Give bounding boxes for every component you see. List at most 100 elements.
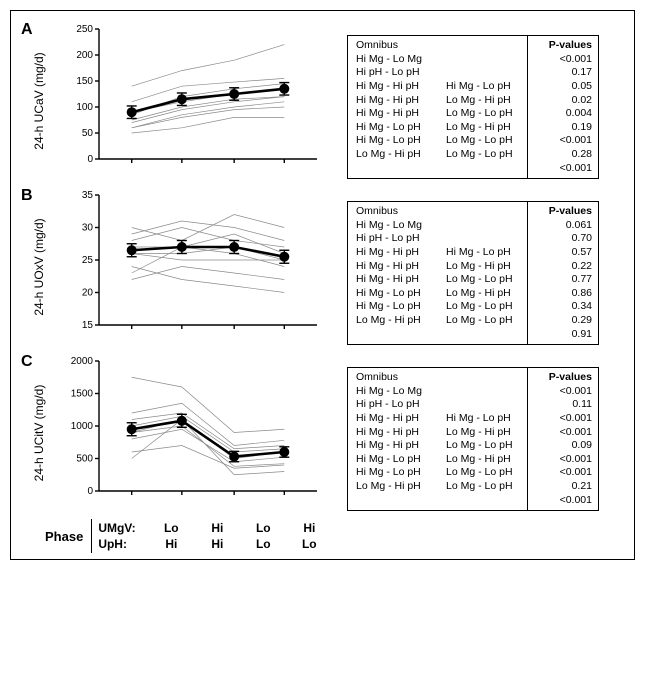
- pv-c1: Hi pH - Lo pH: [356, 398, 446, 412]
- subject-line: [132, 254, 285, 261]
- mean-marker: [177, 416, 187, 426]
- mean-marker: [127, 245, 137, 255]
- panel-label: A: [21, 21, 45, 39]
- mean-line: [132, 421, 285, 457]
- ytick-label: 25: [82, 255, 94, 266]
- pv-c2: Lo Mg - Lo pH: [446, 314, 513, 328]
- pv-val: 0.004: [534, 107, 592, 121]
- pv-c1: Hi pH - Lo pH: [356, 232, 446, 246]
- mean-marker: [229, 452, 239, 462]
- pv-val: 0.061: [534, 219, 592, 233]
- pv-c1: Hi Mg - Hi pH: [356, 107, 446, 121]
- chart-wrap: 24-h UCaV (mg/d) 050100150200250: [45, 21, 335, 181]
- pv-c1: Omnibus: [356, 205, 446, 219]
- pv-c1: Hi Mg - Lo pH: [356, 466, 446, 480]
- pv-c1: Hi Mg - Lo Mg: [356, 53, 446, 67]
- ytick-label: 0: [87, 154, 93, 165]
- pv-c2: Hi Mg - Lo pH: [446, 80, 511, 94]
- pv-c2: Lo Mg - Lo pH: [446, 107, 513, 121]
- pv-c1: Hi Mg - Hi pH: [356, 246, 446, 260]
- phase-row-label-uph: UpH:: [98, 537, 148, 551]
- panel-label: B: [21, 187, 45, 205]
- ytick-label: 15: [82, 320, 94, 331]
- subject-line: [132, 221, 285, 241]
- table-wrap: OmnibusHi Mg - Lo MgHi pH - Lo pHHi Mg -…: [347, 201, 599, 345]
- pv-c2: Lo Mg - Lo pH: [446, 466, 513, 480]
- panel-label: C: [21, 353, 45, 371]
- ytick-label: 0: [87, 486, 93, 497]
- ytick-label: 35: [82, 190, 94, 201]
- ytick-label: 200: [76, 50, 93, 61]
- pv-c1: Hi Mg - Hi pH: [356, 412, 446, 426]
- ytick-label: 1000: [71, 421, 94, 432]
- mean-marker: [279, 252, 289, 262]
- pv-c2: Lo Mg - Hi pH: [446, 287, 511, 301]
- pv-c1: Hi Mg - Lo pH: [356, 300, 446, 314]
- mean-line: [132, 89, 285, 112]
- pv-val: 0.19: [534, 121, 592, 135]
- ytick-label: 1500: [71, 389, 94, 400]
- pv-c1: Lo Mg - Hi pH: [356, 314, 446, 328]
- pv-val: 0.09: [534, 439, 592, 453]
- y-axis-label: 24-h UOxV (mg/d): [32, 218, 46, 315]
- pv-header: P-values: [534, 371, 592, 385]
- pv-c1: Hi Mg - Hi pH: [356, 426, 446, 440]
- pv-val: 0.22: [534, 260, 592, 274]
- chart-svg: 1520253035: [63, 187, 323, 337]
- pv-val: 0.11: [534, 398, 592, 412]
- ytick-label: 500: [76, 454, 93, 465]
- pv-c1: Omnibus: [356, 39, 446, 53]
- subject-line: [132, 267, 285, 293]
- pv-c2: Lo Mg - Hi pH: [446, 94, 511, 108]
- pv-c2: Lo Mg - Lo pH: [446, 480, 513, 494]
- pv-val: 0.05: [534, 80, 592, 94]
- pv-val: <0.001: [534, 453, 592, 467]
- pv-c1: Hi Mg - Hi pH: [356, 260, 446, 274]
- mean-marker: [279, 447, 289, 457]
- phase-grid: UMgV: Lo Hi Lo Hi UpH: Hi Hi Lo Lo: [98, 521, 332, 551]
- subject-line: [132, 267, 285, 280]
- panel-A: A 24-h UCaV (mg/d) 050100150200250 Omnib…: [21, 21, 624, 181]
- panel-C: C 24-h UCitV (mg/d) 0500100015002000 Omn…: [21, 353, 624, 513]
- phase-bracket: [91, 519, 92, 553]
- pv-c2: Lo Mg - Lo pH: [446, 134, 513, 148]
- subject-line: [132, 215, 285, 241]
- phase-umgv-3: Hi: [286, 521, 332, 535]
- mean-marker: [177, 242, 187, 252]
- pv-val: 0.86: [534, 287, 592, 301]
- chart-svg: 050100150200250: [63, 21, 323, 171]
- pv-val: 0.21: [534, 480, 592, 494]
- phase-umgv-2: Lo: [240, 521, 286, 535]
- subject-line: [132, 117, 285, 133]
- pvalue-labels: OmnibusHi Mg - Lo MgHi pH - Lo pHHi Mg -…: [348, 36, 527, 178]
- pv-c1: Hi Mg - Lo pH: [356, 453, 446, 467]
- ytick-label: 30: [82, 223, 94, 234]
- table-wrap: OmnibusHi Mg - Lo MgHi pH - Lo pHHi Mg -…: [347, 367, 599, 511]
- pv-c1: Hi pH - Lo pH: [356, 66, 446, 80]
- pv-c1: Hi Mg - Hi pH: [356, 439, 446, 453]
- pvalue-box: OmnibusHi Mg - Lo MgHi pH - Lo pHHi Mg -…: [347, 367, 599, 511]
- mean-marker: [177, 94, 187, 104]
- pv-val: 0.70: [534, 232, 592, 246]
- ytick-label: 2000: [71, 356, 94, 367]
- subject-line: [132, 97, 285, 123]
- pv-c2: Lo Mg - Lo pH: [446, 273, 513, 287]
- pvalue-labels: OmnibusHi Mg - Lo MgHi pH - Lo pHHi Mg -…: [348, 202, 527, 344]
- pvalue-labels: OmnibusHi Mg - Lo MgHi pH - Lo pHHi Mg -…: [348, 368, 527, 510]
- table-wrap: OmnibusHi Mg - Lo MgHi pH - Lo pHHi Mg -…: [347, 35, 599, 179]
- mean-marker: [127, 424, 137, 434]
- pv-val: <0.001: [534, 385, 592, 399]
- pv-c2: Lo Mg - Hi pH: [446, 260, 511, 274]
- phase-umgv-1: Hi: [194, 521, 240, 535]
- mean-marker: [229, 89, 239, 99]
- pv-val: <0.001: [534, 53, 592, 67]
- pv-c2: Lo Mg - Hi pH: [446, 426, 511, 440]
- pv-c1: Lo Mg - Hi pH: [356, 480, 446, 494]
- phase-row-label-umgv: UMgV:: [98, 521, 148, 535]
- ytick-label: 50: [82, 128, 94, 139]
- phase-axis: Phase UMgV: Lo Hi Lo Hi UpH: Hi Hi Lo Lo: [45, 519, 624, 553]
- ytick-label: 100: [76, 102, 93, 113]
- pv-val: <0.001: [534, 426, 592, 440]
- pv-val: 0.34: [534, 300, 592, 314]
- ytick-label: 150: [76, 76, 93, 87]
